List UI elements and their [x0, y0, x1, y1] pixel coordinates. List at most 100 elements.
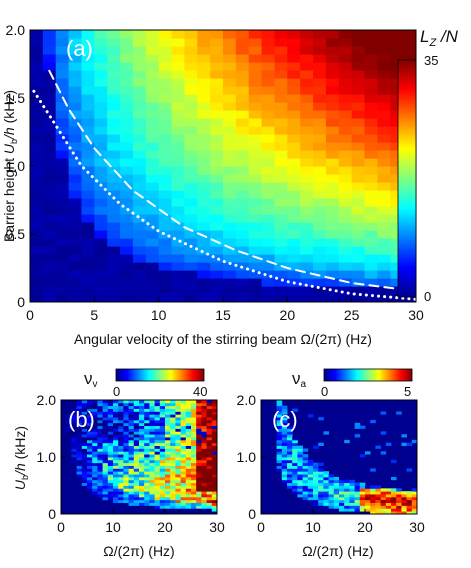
- heat-cell-b: [66, 400, 72, 404]
- heat-cell-a: [120, 142, 134, 151]
- heat-cell-a: [287, 198, 301, 207]
- heat-cell-a: [81, 150, 95, 159]
- heat-cell-b: [107, 437, 114, 441]
- heat-cell-b: [66, 414, 72, 418]
- heat-cell-a: [30, 38, 44, 47]
- heat-cell-a: [390, 118, 404, 127]
- heat-cell-b: [149, 439, 155, 444]
- panel-label-a: (a): [66, 36, 93, 61]
- heat-cell-b: [170, 405, 176, 409]
- heat-cell-b: [191, 462, 197, 466]
- heat-cell-b: [81, 428, 88, 432]
- heat-cell-a: [94, 142, 108, 151]
- heat-cell-c: [385, 505, 392, 509]
- heat-cell-c: [281, 462, 288, 466]
- heat-cell-c: [401, 491, 407, 495]
- heat-cell-b: [97, 459, 103, 464]
- heat-cell-b: [92, 434, 98, 438]
- heat-cell-b: [196, 488, 202, 492]
- heat-cell-a: [145, 246, 160, 255]
- heat-cell-a: [197, 278, 211, 287]
- heat-cell-a: [390, 246, 404, 255]
- heat-cell-a: [325, 278, 340, 287]
- heat-cell-b: [118, 471, 124, 475]
- heat-cell-c: [276, 465, 283, 469]
- heat-cell-b: [123, 402, 129, 407]
- heat-cell-a: [171, 278, 185, 287]
- heat-cell-a: [94, 102, 108, 111]
- heat-cell-a: [197, 214, 211, 223]
- heat-cell-b: [211, 468, 217, 472]
- heat-cell-a: [107, 62, 121, 71]
- heat-cell-a: [313, 214, 327, 223]
- heat-cell-c: [380, 511, 387, 514]
- heat-cell-a: [145, 118, 160, 127]
- heat-cell-b: [128, 496, 135, 501]
- heat-cell-b: [175, 462, 181, 466]
- heat-cell-b: [118, 408, 124, 412]
- heat-cell-b: [92, 491, 98, 495]
- heat-cell-b: [97, 428, 103, 432]
- heatmap-a: [30, 30, 416, 302]
- heat-cell-a: [94, 126, 108, 135]
- heat-cell-c: [276, 454, 283, 458]
- heat-cell-b: [87, 479, 93, 484]
- heat-cell-b: [196, 479, 202, 484]
- heat-cell-a: [30, 254, 44, 263]
- heat-cell-b: [118, 434, 124, 438]
- heat-cell-b: [87, 402, 93, 407]
- heat-cell-a: [30, 70, 44, 79]
- heat-cell-b: [196, 422, 202, 427]
- heat-cell-a: [171, 110, 185, 119]
- heat-cell-b: [118, 411, 124, 415]
- heat-cell-b: [123, 499, 129, 503]
- heat-cell-b: [196, 502, 202, 506]
- heat-cell-b: [170, 448, 176, 452]
- heat-cell-a: [158, 102, 173, 111]
- heat-cell-a: [223, 214, 237, 223]
- heat-cell-a: [248, 126, 263, 135]
- heat-cell-c: [323, 479, 329, 484]
- heat-cell-a: [210, 190, 224, 199]
- heat-cell-b: [175, 454, 181, 458]
- heat-cell-c: [318, 442, 324, 446]
- heat-cell-a: [171, 262, 185, 271]
- heat-cell-c: [354, 502, 361, 506]
- heat-cell-b: [128, 408, 135, 412]
- heat-cell-c: [396, 411, 402, 415]
- heat-cell-b: [159, 405, 166, 409]
- heat-cell-a: [184, 262, 198, 271]
- heat-cell-c: [349, 491, 355, 495]
- heat-cell-b: [81, 451, 88, 455]
- heat-cell-b: [206, 476, 213, 481]
- heat-cell-a: [184, 54, 198, 63]
- heat-cell-c: [406, 502, 413, 506]
- heat-cell-a: [287, 206, 301, 215]
- heat-cell-c: [411, 439, 417, 444]
- heat-cell-b: [113, 468, 119, 472]
- heat-cell-c: [302, 468, 309, 472]
- heat-cell-a: [364, 62, 378, 71]
- heat-cell-c: [287, 451, 293, 455]
- heat-cell-a: [364, 262, 378, 271]
- heat-cell-a: [300, 238, 314, 247]
- heat-cell-b: [159, 454, 166, 458]
- heat-cell-c: [380, 491, 387, 495]
- heat-cell-b: [133, 465, 140, 469]
- heat-cell-a: [184, 158, 198, 167]
- heat-cell-a: [132, 38, 147, 47]
- heat-cell-b: [201, 454, 207, 458]
- heat-cell-a: [351, 134, 366, 143]
- heat-cell-b: [107, 476, 114, 481]
- heat-cell-c: [359, 508, 366, 512]
- heat-cell-c: [370, 502, 376, 506]
- heat-cell-b: [133, 459, 140, 464]
- heat-cell-a: [223, 126, 237, 135]
- heat-cell-c: [323, 496, 329, 501]
- heat-cell-a: [364, 182, 378, 191]
- heat-cell-b: [71, 402, 77, 407]
- heat-cell-b: [139, 437, 145, 441]
- heat-cell-b: [206, 457, 213, 461]
